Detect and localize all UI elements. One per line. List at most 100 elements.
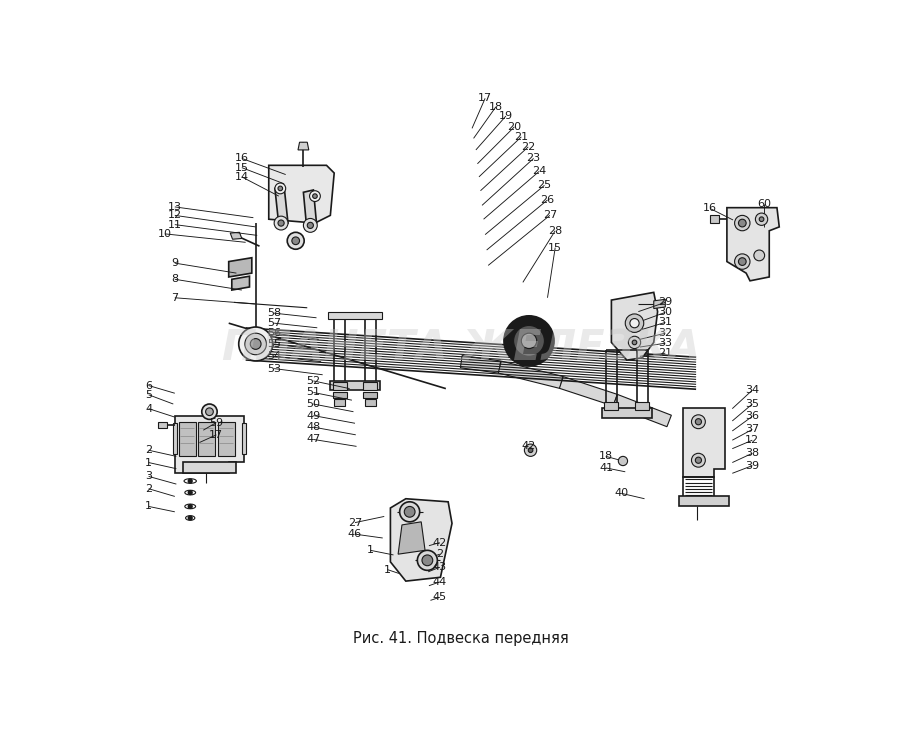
Circle shape bbox=[618, 456, 627, 466]
Bar bbox=[364, 383, 377, 390]
Circle shape bbox=[188, 516, 192, 520]
Text: 2: 2 bbox=[145, 445, 152, 456]
Text: 15: 15 bbox=[548, 243, 562, 252]
Bar bbox=[635, 403, 649, 410]
Circle shape bbox=[205, 408, 213, 416]
Bar bbox=[198, 422, 215, 456]
Text: 20: 20 bbox=[508, 122, 521, 132]
Text: 45: 45 bbox=[433, 592, 446, 602]
Polygon shape bbox=[242, 423, 247, 454]
Circle shape bbox=[292, 237, 300, 244]
Circle shape bbox=[760, 217, 764, 222]
Text: 41: 41 bbox=[598, 463, 613, 473]
Circle shape bbox=[278, 220, 284, 226]
Text: 21: 21 bbox=[658, 348, 672, 358]
Text: 5: 5 bbox=[145, 390, 152, 400]
Circle shape bbox=[278, 186, 283, 191]
Circle shape bbox=[734, 254, 750, 269]
Polygon shape bbox=[328, 311, 382, 319]
Polygon shape bbox=[158, 422, 167, 428]
Text: 9: 9 bbox=[171, 258, 178, 268]
Text: 7: 7 bbox=[171, 293, 178, 302]
Circle shape bbox=[691, 415, 706, 428]
Polygon shape bbox=[269, 166, 334, 223]
Circle shape bbox=[202, 404, 217, 420]
Text: 18: 18 bbox=[489, 102, 503, 112]
Circle shape bbox=[632, 340, 637, 344]
Bar bbox=[605, 403, 618, 410]
Text: 18: 18 bbox=[598, 451, 613, 461]
Polygon shape bbox=[303, 190, 317, 225]
Circle shape bbox=[418, 551, 437, 570]
Text: 27: 27 bbox=[348, 517, 362, 528]
Circle shape bbox=[287, 233, 304, 250]
Text: 23: 23 bbox=[526, 153, 541, 163]
Circle shape bbox=[422, 555, 433, 566]
Circle shape bbox=[626, 314, 644, 333]
Circle shape bbox=[504, 316, 554, 366]
Circle shape bbox=[245, 333, 266, 355]
Circle shape bbox=[754, 250, 765, 261]
Text: 11: 11 bbox=[167, 219, 182, 230]
Text: Рис. 41. Подвеска передняя: Рис. 41. Подвеска передняя bbox=[354, 631, 569, 645]
Circle shape bbox=[630, 319, 639, 328]
Text: 1: 1 bbox=[383, 565, 391, 575]
Bar bbox=[179, 422, 195, 456]
Circle shape bbox=[755, 213, 768, 225]
Text: 51: 51 bbox=[306, 387, 320, 397]
Bar bbox=[334, 400, 345, 406]
Polygon shape bbox=[499, 361, 562, 389]
Polygon shape bbox=[613, 394, 671, 427]
Text: 40: 40 bbox=[615, 489, 628, 498]
Text: 19: 19 bbox=[499, 111, 513, 121]
Text: 60: 60 bbox=[757, 199, 771, 209]
Polygon shape bbox=[602, 408, 652, 418]
Bar bbox=[333, 383, 346, 390]
Circle shape bbox=[400, 502, 419, 522]
Text: 54: 54 bbox=[267, 351, 281, 361]
Text: 17: 17 bbox=[478, 93, 492, 103]
Text: 53: 53 bbox=[267, 364, 281, 374]
Circle shape bbox=[312, 194, 318, 199]
Text: 52: 52 bbox=[306, 376, 320, 386]
Text: 12: 12 bbox=[745, 435, 760, 445]
Text: 42: 42 bbox=[522, 441, 536, 450]
Polygon shape bbox=[461, 355, 500, 373]
Text: 43: 43 bbox=[433, 562, 446, 573]
Text: 2: 2 bbox=[436, 549, 444, 559]
Circle shape bbox=[696, 419, 701, 425]
Polygon shape bbox=[680, 496, 729, 506]
Polygon shape bbox=[175, 416, 244, 473]
Text: 30: 30 bbox=[658, 308, 672, 317]
Text: 38: 38 bbox=[745, 448, 760, 459]
Text: 16: 16 bbox=[235, 153, 248, 163]
Text: 27: 27 bbox=[543, 210, 557, 220]
Text: 44: 44 bbox=[433, 577, 446, 587]
Text: 42: 42 bbox=[433, 537, 446, 548]
Text: 28: 28 bbox=[548, 226, 562, 236]
Text: 46: 46 bbox=[348, 529, 362, 539]
Text: 58: 58 bbox=[267, 308, 281, 318]
Polygon shape bbox=[391, 499, 452, 581]
Text: 1: 1 bbox=[145, 501, 152, 512]
Circle shape bbox=[525, 444, 536, 456]
Text: 13: 13 bbox=[167, 202, 182, 212]
Circle shape bbox=[188, 491, 192, 495]
Circle shape bbox=[738, 258, 746, 266]
Circle shape bbox=[528, 448, 533, 453]
Text: 3: 3 bbox=[145, 471, 152, 481]
Text: 24: 24 bbox=[532, 166, 546, 177]
Text: 15: 15 bbox=[235, 163, 248, 173]
Text: 6: 6 bbox=[145, 381, 152, 391]
Text: 14: 14 bbox=[235, 172, 249, 182]
Text: 48: 48 bbox=[306, 422, 320, 432]
Circle shape bbox=[628, 336, 641, 349]
Bar bbox=[365, 400, 376, 406]
Polygon shape bbox=[183, 461, 237, 473]
Bar bbox=[364, 392, 377, 398]
Bar bbox=[218, 422, 235, 456]
Polygon shape bbox=[560, 377, 617, 406]
Text: 37: 37 bbox=[745, 425, 760, 434]
Text: 25: 25 bbox=[537, 180, 552, 191]
Text: 56: 56 bbox=[267, 328, 281, 338]
